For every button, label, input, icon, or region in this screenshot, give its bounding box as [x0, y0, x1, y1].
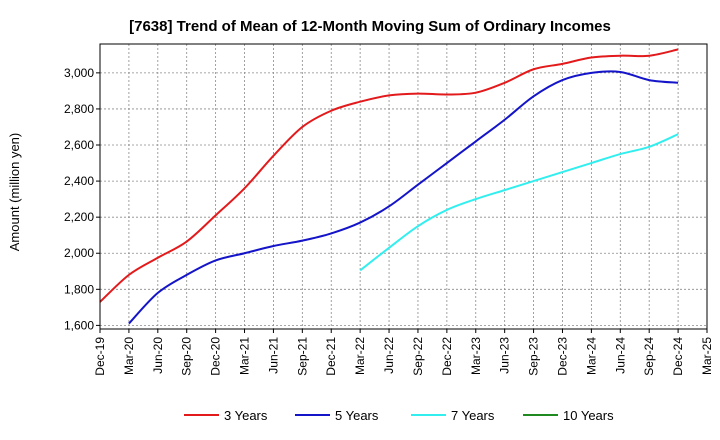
- x-tick-label: Mar-22: [353, 337, 367, 375]
- series-line-7-years: [359, 133, 679, 272]
- x-tick-label: Jun-24: [613, 337, 627, 374]
- x-tick-label: Mar-23: [469, 337, 483, 375]
- chart-title: [7638] Trend of Mean of 12-Month Moving …: [129, 18, 611, 35]
- y-axis-ticks: 1,600 1,800 2,000 2,200 2,400 2,600 2,800 3,000: [64, 66, 100, 332]
- x-tick-label: Jun-21: [266, 337, 280, 374]
- x-tick-label: Mar-20: [122, 337, 136, 375]
- legend: 3 Years 5 Years 7 Years 10 Years: [184, 408, 614, 423]
- x-tick-label: Sep-24: [642, 337, 656, 376]
- grid: [100, 44, 707, 329]
- x-tick-label: Mar-21: [238, 337, 252, 375]
- x-tick-label: Dec-24: [671, 337, 685, 376]
- x-tick-label: Dec-19: [93, 337, 107, 376]
- x-tick-label: Mar-24: [584, 337, 598, 375]
- x-tick-label: Dec-20: [209, 337, 223, 376]
- x-tick-label: Mar-25: [700, 337, 714, 375]
- y-tick-label: 2,200: [64, 210, 94, 224]
- x-tick-label: Dec-21: [324, 337, 338, 376]
- plot-area: [99, 43, 708, 330]
- y-tick-label: 2,400: [64, 174, 94, 188]
- series-lines: [99, 48, 679, 325]
- y-tick-label: 1,800: [64, 282, 94, 296]
- y-axis-label: Amount (million yen): [7, 133, 22, 252]
- series-line-5-years: [128, 70, 679, 325]
- x-tick-label: Sep-22: [411, 337, 425, 376]
- x-tick-label: Jun-22: [382, 337, 396, 374]
- y-tick-label: 3,000: [64, 66, 94, 80]
- y-tick-label: 2,000: [64, 246, 94, 260]
- x-tick-label: Dec-23: [555, 337, 569, 376]
- y-tick-label: 1,600: [64, 318, 94, 332]
- x-axis-ticks: Dec-19 Mar-20 Jun-20 Sep-20 Dec-20 Mar-21 Jun-…: [93, 329, 714, 376]
- series-line-3-years: [99, 48, 679, 303]
- legend-label-5-years: 5 Years: [335, 408, 379, 423]
- legend-label-10-years: 10 Years: [563, 408, 614, 423]
- legend-label-7-years: 7 Years: [451, 408, 495, 423]
- x-tick-label: Sep-20: [180, 337, 194, 376]
- x-tick-label: Sep-21: [295, 337, 309, 376]
- x-tick-label: Sep-23: [527, 337, 541, 376]
- legend-label-3-years: 3 Years: [224, 408, 268, 423]
- y-tick-label: 2,800: [64, 102, 94, 116]
- y-tick-label: 2,600: [64, 138, 94, 152]
- x-tick-label: Jun-20: [151, 337, 165, 374]
- x-tick-label: Jun-23: [498, 337, 512, 374]
- x-tick-label: Dec-22: [440, 337, 454, 376]
